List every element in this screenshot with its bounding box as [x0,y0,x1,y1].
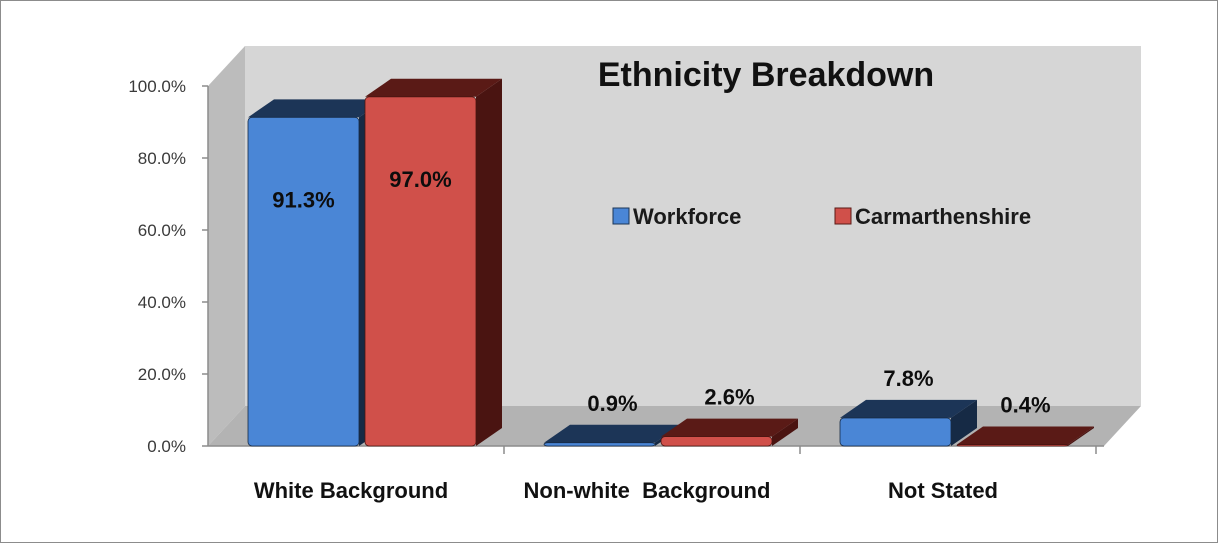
bar-top [248,99,385,118]
bar-side [1068,426,1094,446]
y-axis-ticks: 0.0% 20.0% 40.0% 60.0% 80.0% 100.0% [128,77,208,456]
bar-front [839,417,952,447]
bar-top [544,424,681,443]
bar-side [772,418,798,446]
bar-side [476,78,502,447]
bar-front [660,436,773,447]
bar-front [247,116,360,447]
chart-legend: Workforce Carmarthenshire [612,204,1031,229]
legend-label-carmarthenshire: Carmarthenshire [855,204,1031,229]
chart-title: Ethnicity Breakdown [598,56,934,94]
bar-side [951,399,977,446]
data-label: 7.8% [883,366,933,391]
data-label: 91.3% [272,187,334,212]
bar [247,99,385,447]
bar-front [543,442,656,447]
y-tick-label: 40.0% [138,293,186,312]
data-label: 0.9% [587,391,637,416]
bar [839,399,977,447]
chart-side-wall [208,46,245,446]
legend-swatch-workforce [612,207,630,225]
category-label: Non-white Background [524,478,771,503]
bar-top [957,426,1094,445]
bar [660,418,798,447]
bar-top [661,418,798,437]
legend-item-workforce: Workforce [612,204,741,229]
bar-front [956,444,1069,447]
y-tick-label: 100.0% [128,77,186,96]
legend-swatch-carmarthenshire [834,207,852,225]
data-labels-layer: 91.3% 97.0% 0.9% 2.6% 7.8% 0.4% [272,167,1050,418]
x-axis-categories: White Background Non-white Background Not … [254,446,1097,503]
bar-top [365,78,502,97]
data-label: 97.0% [389,167,451,192]
y-tick-label: 20.0% [138,365,186,384]
y-tick-label: 80.0% [138,149,186,168]
data-label: 0.4% [1000,393,1050,418]
legend-item-carmarthenshire: Carmarthenshire [834,204,1031,229]
bar-front [364,96,477,447]
bar [956,426,1094,447]
legend-label-workforce: Workforce [633,204,741,229]
data-label: 2.6% [704,385,754,410]
y-tick-label: 60.0% [138,221,186,240]
category-label: White Background [254,478,448,503]
y-tick-label: 0.0% [147,437,186,456]
bars-layer [247,78,1094,447]
bar-top [840,399,977,418]
category-label: Not Stated [888,478,998,503]
bar [364,78,502,447]
